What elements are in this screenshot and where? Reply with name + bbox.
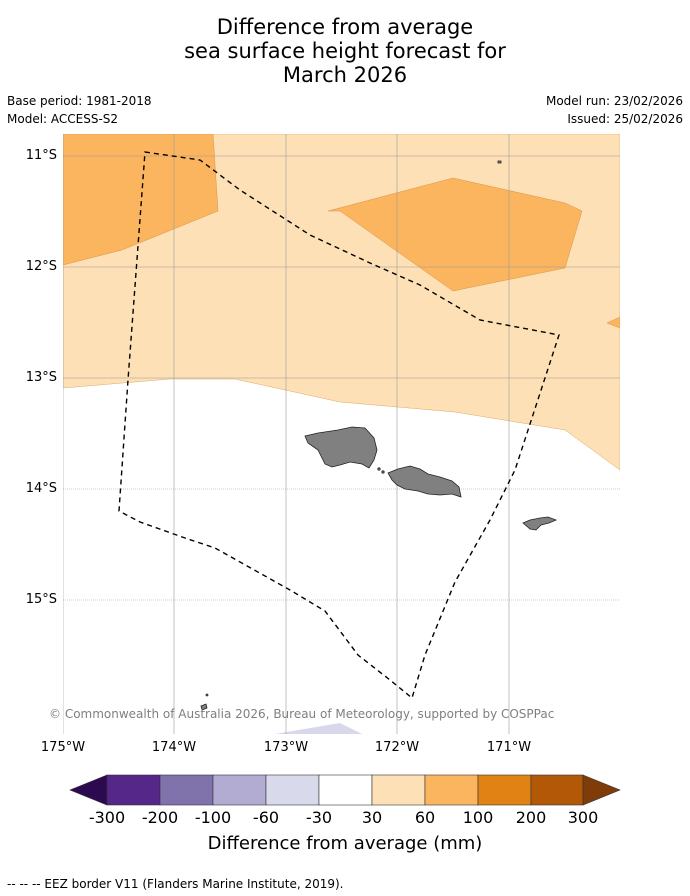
anomaly-patch-60-100-north — [327, 177, 583, 292]
colorbar-tick-minus300: -300 — [88, 808, 126, 827]
model-name: Model: ACCESS-S2 — [7, 112, 119, 126]
island-tutuila — [522, 516, 558, 531]
title-line-3: March 2026 — [282, 63, 408, 87]
copyright-notice: © Commonwealth of Australia 2026, Bureau… — [49, 707, 555, 721]
lon-label-172w: 172°W — [374, 740, 420, 755]
colorbar-tick-100: 100 — [462, 808, 494, 827]
colorbar-segment-6 — [371, 774, 426, 806]
anomaly-patch-60-100-east — [606, 316, 620, 329]
model-run: Model run: 23/02/2026 — [545, 94, 683, 108]
title-line-2: sea surface height forecast for — [184, 39, 506, 63]
colorbar-tick-minus30: -30 — [305, 808, 333, 827]
island-small-swain — [205, 693, 209, 697]
lat-label-11s: 11°S — [25, 148, 57, 163]
colorbar-tick-200: 200 — [515, 808, 547, 827]
base-period: Base period: 1981-2018 — [7, 94, 152, 108]
island-savaii — [304, 426, 378, 469]
island-small-apolima — [377, 467, 381, 471]
anomaly-patch-negative — [275, 723, 362, 734]
lat-label-14s: 14°S — [25, 481, 57, 496]
colorbar-tick-minus60: -60 — [252, 808, 280, 827]
colorbar-tick-minus100: -100 — [194, 808, 232, 827]
colorbar-segment-3 — [212, 774, 267, 806]
island-small-south — [200, 703, 208, 711]
colorbar-segment-4 — [265, 774, 320, 806]
colorbar-segment-9 — [530, 774, 584, 806]
anomaly-patch-60-100-west — [63, 134, 219, 266]
colorbar-segment-8 — [477, 774, 532, 806]
colorbar-segment-1 — [106, 774, 161, 806]
title-line-1: Difference from average — [216, 15, 474, 39]
colorbar-segment-2 — [159, 774, 214, 806]
colorbar-title: Difference from average (mm) — [207, 833, 483, 854]
lat-label-12s: 12°S — [25, 259, 57, 274]
colorbar-segment-7 — [424, 774, 479, 806]
colorbar — [69, 774, 621, 806]
colorbar-tick-30: 30 — [361, 808, 383, 827]
lon-label-171w: 171°W — [486, 740, 532, 755]
island-small-north — [497, 160, 502, 164]
island-upolu — [387, 465, 462, 498]
colorbar-tick-60: 60 — [414, 808, 436, 827]
colorbar-tick-minus200: -200 — [141, 808, 179, 827]
lat-label-13s: 13°S — [25, 370, 57, 385]
lon-label-175w: 175°W — [40, 740, 86, 755]
lon-label-174w: 174°W — [151, 740, 197, 755]
lon-label-173w: 173°W — [263, 740, 309, 755]
lat-label-15s: 15°S — [25, 592, 57, 607]
colorbar-tick-300: 300 — [567, 808, 599, 827]
colorbar-under-arrow — [69, 774, 108, 806]
graticule — [63, 134, 620, 734]
eez-footnote: -- -- -- EEZ border V11 (Flanders Marine… — [7, 877, 344, 891]
colorbar-over-arrow — [582, 774, 621, 806]
island-small-manono — [381, 470, 385, 474]
issued-date: Issued: 25/02/2026 — [567, 112, 683, 126]
colorbar-segment-5 — [318, 774, 373, 806]
